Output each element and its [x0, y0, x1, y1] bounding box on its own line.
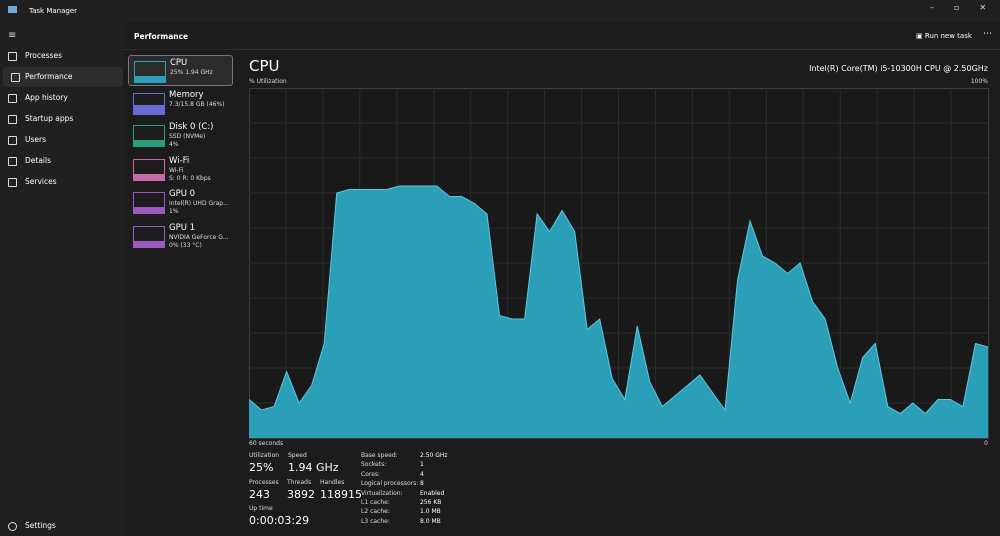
- device-detail: 1%: [169, 208, 179, 215]
- spec-value: 1: [420, 461, 424, 469]
- spec-value: 8: [420, 480, 424, 488]
- stat-value: 0:00:03:29: [249, 514, 310, 527]
- stat-label: Up time: [249, 505, 273, 512]
- device-detail: 7.3/15.8 GB (46%): [169, 101, 225, 108]
- settings-label: Settings: [25, 521, 56, 530]
- spec-value: 2.50 GHz: [420, 452, 448, 459]
- settings[interactable]: Settings: [0, 516, 124, 536]
- spec-label: Base speed:: [361, 452, 398, 459]
- spec-label: L3 cache:: [361, 517, 390, 525]
- window-title: Task Manager: [29, 7, 78, 15]
- stat-value: 1.94 GHz: [288, 461, 339, 474]
- page-title: Performance: [134, 32, 189, 41]
- nav-item[interactable]: Services: [0, 172, 124, 192]
- cpu-line: [249, 185, 989, 415]
- nav-item[interactable]: Details: [0, 151, 124, 171]
- nav-label: Details: [25, 156, 52, 165]
- x-right-label: 0: [984, 440, 988, 447]
- nav-icon: [8, 94, 17, 103]
- device-thumbnail: [133, 125, 165, 147]
- nav-label: App history: [25, 93, 68, 102]
- device-thumbnail: [133, 192, 165, 214]
- device-detail: 25% 1.94 GHz: [170, 69, 213, 76]
- device-detail: Intel(R) UHD Grap...: [169, 200, 229, 207]
- spec-value: 8.0 MB: [420, 517, 441, 525]
- stat-value: 3892: [287, 488, 315, 501]
- spec-value: 1.0 MB: [420, 508, 441, 516]
- nav-label: Services: [25, 177, 57, 186]
- spec-label: L1 cache:: [361, 499, 390, 506]
- device-detail: S: 0 R: 0 Kbps: [169, 175, 211, 182]
- nav-label: Performance: [25, 72, 73, 81]
- spec-value: 256 KB: [420, 499, 442, 506]
- nav-label: Processes: [25, 51, 62, 60]
- stat-label: Utilization: [249, 452, 280, 459]
- stat-label: Handles: [320, 479, 345, 486]
- spec-label: Cores:: [361, 470, 381, 478]
- chart-title: CPU: [249, 57, 280, 75]
- nav-label: Users: [25, 135, 47, 144]
- stat-value: 243: [249, 488, 270, 501]
- spec-label: Logical processors:: [361, 480, 419, 488]
- nav-icon: [8, 178, 17, 187]
- device-item[interactable]: GPU 1 NVIDIA GeForce G... 0% (33 °C): [128, 221, 233, 252]
- divider: [124, 49, 1000, 50]
- device-name: CPU: [170, 58, 188, 68]
- cpu-chart: [249, 88, 989, 439]
- spec-label: L2 cache:: [361, 508, 390, 516]
- nav-item[interactable]: Processes: [0, 46, 124, 66]
- spec-value: Enabled: [420, 489, 445, 497]
- nav-icon: [8, 115, 17, 124]
- spec-label: Sockets:: [361, 461, 387, 469]
- spec-value: 4: [420, 470, 424, 478]
- cpu-area: [249, 186, 988, 438]
- nav-label: Startup apps: [25, 114, 74, 123]
- nav-item[interactable]: Users: [0, 130, 124, 150]
- y-label: % Utilization: [249, 78, 287, 85]
- nav-item[interactable]: Startup apps: [0, 109, 124, 129]
- device-name: Wi-Fi: [169, 156, 190, 166]
- device-thumbnail: [133, 159, 165, 181]
- spec-label: Virtualization:: [361, 489, 403, 497]
- nav-icon: [8, 52, 17, 61]
- x-left-label: 60 seconds: [249, 440, 284, 447]
- run-new-task-label: Run new task: [924, 32, 972, 40]
- device-item[interactable]: GPU 0 Intel(R) UHD Grap... 1%: [128, 187, 233, 218]
- device-detail: 0% (33 °C): [169, 242, 202, 249]
- device-detail: Wi-Fi: [169, 167, 184, 174]
- device-item[interactable]: CPU 25% 1.94 GHz: [128, 55, 233, 86]
- run-new-task[interactable]: ▣ Run new task: [916, 32, 972, 40]
- device-thumbnail: [134, 61, 166, 83]
- cpu-model: Intel(R) Core(TM) i5-10300H CPU @ 2.50GH…: [809, 64, 988, 73]
- nav-icon: [8, 157, 17, 166]
- stat-value: 118915: [320, 488, 362, 501]
- device-detail: NVIDIA GeForce G...: [169, 234, 229, 241]
- device-detail: SSD (NVMe): [169, 133, 206, 140]
- stat-value: 25%: [249, 461, 274, 474]
- y-max-label: 100%: [970, 78, 988, 85]
- device-detail: 4%: [169, 141, 179, 148]
- device-name: GPU 1: [169, 223, 196, 233]
- device-thumbnail: [133, 226, 165, 248]
- device-item[interactable]: Disk 0 (C:) SSD (NVMe) 4%: [128, 120, 233, 151]
- nav-icon: [8, 136, 17, 145]
- device-item[interactable]: Memory 7.3/15.8 GB (46%): [128, 88, 233, 119]
- device-name: GPU 0: [169, 189, 196, 199]
- app-icon: [8, 6, 17, 13]
- stat-label: Processes: [249, 479, 279, 486]
- device-name: Memory: [169, 90, 204, 100]
- window-controls[interactable]: –▫✕: [930, 3, 1000, 12]
- nav-item[interactable]: App history: [0, 88, 124, 108]
- nav-item[interactable]: Performance: [3, 67, 123, 87]
- nav-icon: [11, 73, 20, 82]
- stat-label: Threads: [287, 479, 312, 486]
- menu-button[interactable]: ≡: [8, 30, 17, 41]
- more-button[interactable]: ⋯: [983, 29, 992, 39]
- device-thumbnail: [133, 93, 165, 115]
- device-item[interactable]: Wi-Fi Wi-Fi S: 0 R: 0 Kbps: [128, 154, 233, 185]
- stat-label: Speed: [288, 452, 307, 459]
- device-name: Disk 0 (C:): [169, 122, 214, 132]
